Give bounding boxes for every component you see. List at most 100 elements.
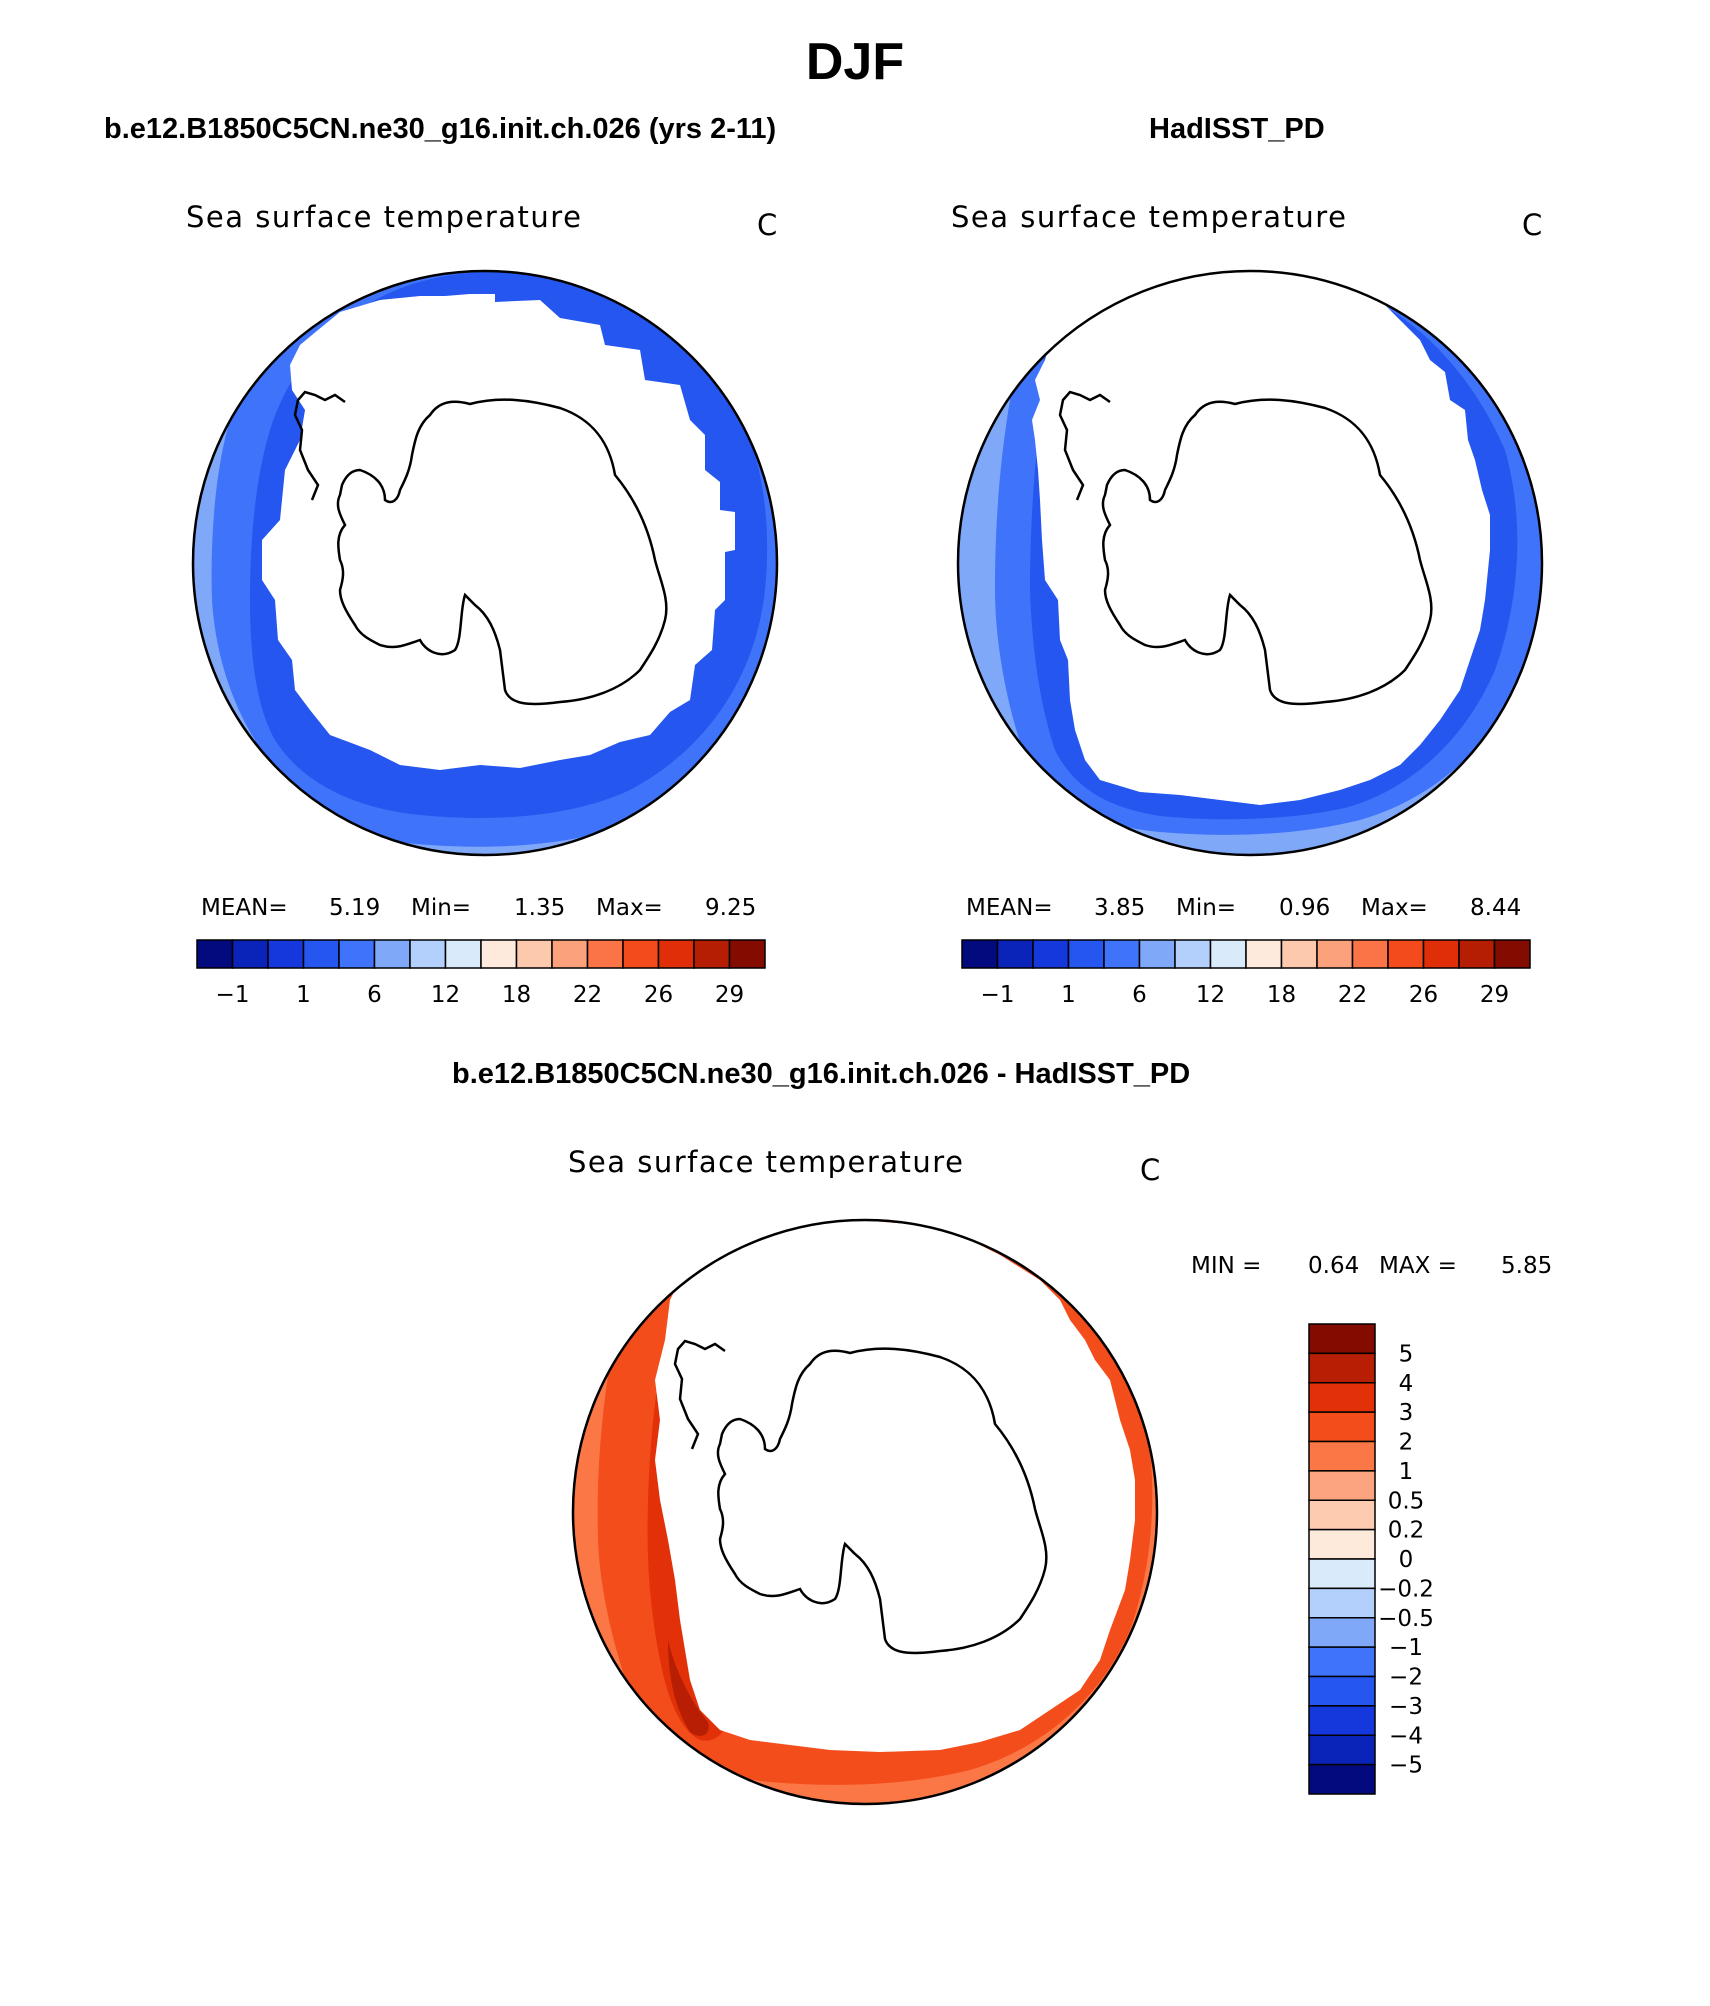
model-subtitle: b.e12.B1850C5CN.ne30_g16.init.ch.026 (yr… bbox=[104, 113, 777, 145]
diff-colorbar-tick-label: −0.5 bbox=[1378, 1606, 1434, 1632]
diff-min-value: 0.64 bbox=[1308, 1253, 1360, 1279]
model-mean-label: MEAN= bbox=[201, 895, 288, 921]
diff-ice-area bbox=[655, 1220, 1135, 1752]
obs-colorbar-swatch-8 bbox=[1245, 939, 1283, 969]
diff-colorbar-swatch-3 bbox=[1308, 1411, 1376, 1443]
diff-subtitle: b.e12.B1850C5CN.ne30_g16.init.ch.026 - H… bbox=[452, 1058, 1191, 1090]
obs-colorbar-tick-label: 22 bbox=[1338, 982, 1367, 1008]
obs-ice-area bbox=[1032, 271, 1490, 805]
obs-colorbar-swatch-10 bbox=[1316, 939, 1354, 969]
obs-subtitle: HadISST_PD bbox=[1149, 113, 1325, 145]
model-min-value: 1.35 bbox=[514, 895, 566, 921]
obs-colorbar-tick-label: 6 bbox=[1132, 982, 1147, 1008]
model-colorbar-tick-label: 22 bbox=[573, 982, 602, 1008]
model-colorbar-swatch-6 bbox=[409, 939, 447, 969]
model-mean-value: 5.19 bbox=[329, 895, 381, 921]
obs-colorbar-tick-label: 1 bbox=[1061, 982, 1076, 1008]
obs-colorbar-swatch-3 bbox=[1067, 939, 1105, 969]
model-colorbar-tick-label: 26 bbox=[644, 982, 673, 1008]
diff-colorbar-tick-label: 5 bbox=[1399, 1341, 1414, 1367]
obs-colorbar-tick-label: 18 bbox=[1267, 982, 1296, 1008]
diff-sst-map bbox=[571, 1218, 1159, 1806]
diff-colorbar-tick-label: −3 bbox=[1389, 1694, 1423, 1720]
obs-colorbar-tick-label: 26 bbox=[1409, 982, 1438, 1008]
obs-colorbar-swatch-1 bbox=[996, 939, 1034, 969]
obs-colorbar-swatch-2 bbox=[1032, 939, 1070, 969]
diff-colorbar-swatch-0 bbox=[1308, 1323, 1376, 1355]
obs-colorbar-swatch-14 bbox=[1458, 939, 1496, 969]
obs-colorbar-swatch-4 bbox=[1103, 939, 1141, 969]
diff-colorbar-swatch-13 bbox=[1308, 1705, 1376, 1736]
diff-colorbar-swatch-9 bbox=[1308, 1587, 1376, 1619]
model-colorbar-swatch-3 bbox=[302, 939, 340, 969]
diff-colorbar-swatch-11 bbox=[1308, 1646, 1376, 1678]
diff-colorbar-swatch-7 bbox=[1308, 1528, 1376, 1560]
diff-peninsula bbox=[673, 1339, 726, 1450]
diff-colorbar-swatch-12 bbox=[1308, 1675, 1376, 1707]
model-colorbar: −1 1 6 12 18 22 26 29 bbox=[196, 939, 766, 1008]
diff-colorbar-tick-label: −5 bbox=[1389, 1753, 1423, 1779]
obs-variable-label: Sea surface temperature bbox=[951, 200, 1348, 234]
obs-max-label: Max= bbox=[1361, 895, 1428, 921]
model-units: C bbox=[757, 208, 778, 242]
model-colorbar-swatch-5 bbox=[373, 939, 411, 969]
diff-colorbar: 5 4 3 2 1 0.5 0.2 0 −0.2 −0.5 −1 −2 −3 −4 −5 bbox=[1308, 1323, 1434, 1795]
obs-units: C bbox=[1522, 208, 1543, 242]
diff-colorbar-swatch-5 bbox=[1308, 1470, 1376, 1501]
obs-map-border bbox=[956, 269, 1544, 857]
model-colorbar-tick-label: 6 bbox=[367, 982, 382, 1008]
obs-mean-label: MEAN= bbox=[966, 895, 1053, 921]
diff-colorbar-tick-label: −4 bbox=[1389, 1723, 1423, 1749]
diff-colorbar-tick-label: 4 bbox=[1399, 1371, 1414, 1397]
obs-max-value: 8.44 bbox=[1470, 895, 1522, 921]
diff-colorbar-tick-label: 0.5 bbox=[1388, 1488, 1425, 1514]
model-ice-area bbox=[262, 294, 735, 770]
obs-colorbar-swatch-7 bbox=[1209, 939, 1247, 969]
obs-colorbar-tick-label: −1 bbox=[981, 982, 1015, 1008]
obs-peninsula bbox=[1058, 390, 1111, 501]
diff-colorbar-tick-label: 0.2 bbox=[1388, 1518, 1425, 1544]
diff-colorbar-tick-label: −1 bbox=[1389, 1635, 1423, 1661]
model-colorbar-swatch-14 bbox=[693, 939, 731, 969]
model-colorbar-tick-label: 12 bbox=[431, 982, 460, 1008]
obs-colorbar-swatch-13 bbox=[1422, 939, 1460, 969]
model-colorbar-tick-label: −1 bbox=[216, 982, 250, 1008]
obs-min-value: 0.96 bbox=[1279, 895, 1331, 921]
diff-colorbar-tick-label: 1 bbox=[1399, 1459, 1414, 1485]
diff-colorbar-swatch-10 bbox=[1308, 1617, 1376, 1648]
obs-colorbar-swatch-6 bbox=[1174, 939, 1212, 969]
diff-colorbar-swatch-14 bbox=[1308, 1734, 1376, 1766]
obs-colorbar-swatch-9 bbox=[1280, 939, 1318, 969]
diff-colorbar-swatch-6 bbox=[1308, 1499, 1376, 1531]
obs-sst-map bbox=[956, 269, 1544, 857]
model-colorbar-swatch-2 bbox=[267, 939, 305, 969]
obs-colorbar-swatch-12 bbox=[1387, 939, 1425, 969]
model-colorbar-swatch-13 bbox=[657, 939, 695, 969]
model-colorbar-swatch-12 bbox=[622, 939, 660, 969]
model-map-border bbox=[191, 269, 779, 857]
obs-colorbar-swatch-11 bbox=[1351, 939, 1389, 969]
model-colorbar-swatch-15 bbox=[728, 939, 766, 969]
diff-coastline bbox=[716, 1347, 1048, 1655]
diff-colorbar-swatch-15 bbox=[1308, 1763, 1376, 1795]
diff-variable-label: Sea surface temperature bbox=[568, 1145, 965, 1179]
model-max-value: 9.25 bbox=[705, 895, 757, 921]
model-max-label: Max= bbox=[596, 895, 663, 921]
model-colorbar-swatch-11 bbox=[586, 939, 624, 969]
model-colorbar-tick-label: 1 bbox=[296, 982, 311, 1008]
model-colorbar-swatch-7 bbox=[444, 939, 482, 969]
page-title: DJF bbox=[805, 33, 905, 91]
diff-colorbar-swatch-2 bbox=[1308, 1382, 1376, 1413]
diff-colorbar-tick-label: 2 bbox=[1399, 1430, 1414, 1456]
model-colorbar-tick-label: 29 bbox=[715, 982, 744, 1008]
obs-colorbar-tick-label: 29 bbox=[1480, 982, 1509, 1008]
model-peninsula bbox=[293, 390, 346, 501]
model-colorbar-swatch-10 bbox=[551, 939, 589, 969]
model-coastline bbox=[336, 398, 668, 706]
diff-colorbar-tick-label: 0 bbox=[1399, 1547, 1414, 1573]
obs-coastline bbox=[1101, 398, 1433, 706]
model-colorbar-swatch-8 bbox=[480, 939, 518, 969]
model-colorbar-swatch-1 bbox=[231, 939, 269, 969]
diff-colorbar-swatch-1 bbox=[1308, 1352, 1376, 1384]
